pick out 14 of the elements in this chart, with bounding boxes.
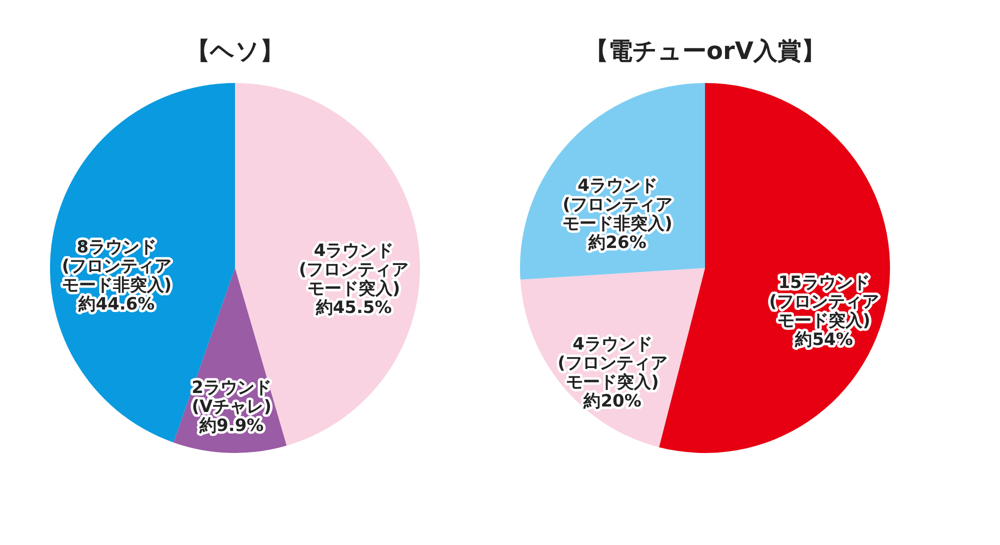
- data-label: 約9.9%: [198, 416, 264, 436]
- data-label: 約45.5%: [314, 298, 392, 318]
- data-label: 約20%: [582, 391, 642, 412]
- data-label: 約26%: [588, 232, 646, 253]
- data-label: 約44.6%: [78, 294, 155, 315]
- slice-label: 8ラウンド (フロンティアモード非突入): [62, 238, 172, 296]
- slice-label: 4ラウンド (フロンティアモード突入): [558, 334, 668, 392]
- data-label: 約54%: [794, 330, 853, 350]
- slice-label: 2ラウンド (Vチャレ): [192, 378, 272, 417]
- slice-label: 4ラウンド (フロンティアモード突入): [298, 241, 409, 300]
- slice-label: 4ラウンド (フロンティアモード非突入): [562, 176, 672, 234]
- chart-title: 【ヘソ】: [186, 37, 284, 65]
- chart-title: 【電チューorV入賞】: [584, 37, 826, 65]
- slice-label: 15ラウンド (フロンティアモード突入): [769, 273, 879, 332]
